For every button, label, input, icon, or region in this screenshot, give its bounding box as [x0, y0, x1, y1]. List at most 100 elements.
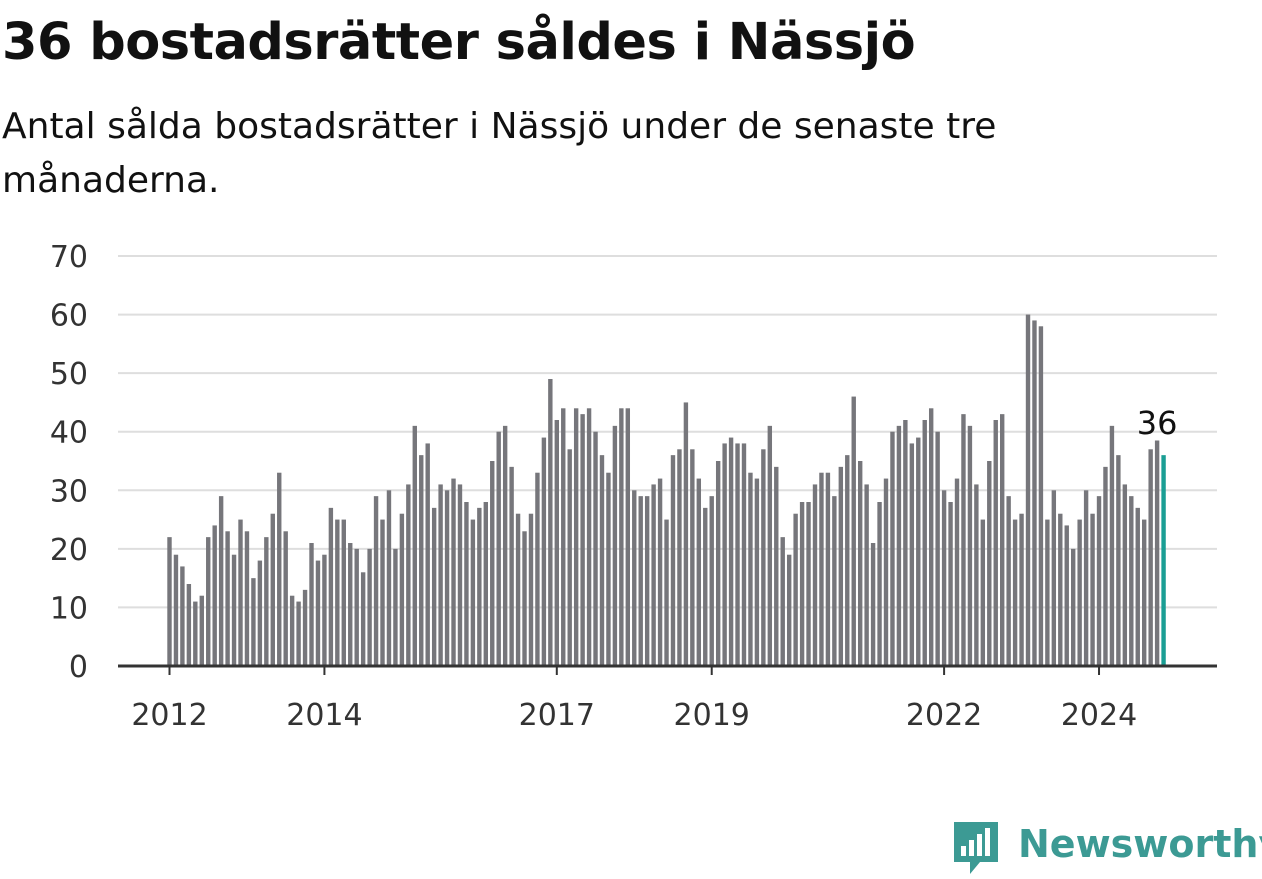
y-tick-label: 40: [50, 416, 88, 451]
bar: [664, 519, 669, 666]
bar: [464, 502, 469, 666]
bar: [528, 513, 534, 666]
bar: [632, 490, 637, 666]
bar: [360, 572, 366, 666]
bar: [561, 408, 566, 666]
newsworthy-brand: Newsworthy: [950, 818, 1262, 876]
bar: [644, 496, 650, 666]
bar: [780, 537, 785, 666]
bar: [812, 484, 818, 666]
bar: [264, 537, 269, 666]
bar: [1071, 548, 1076, 666]
bar: [728, 437, 734, 666]
bar: [709, 496, 714, 666]
bar: [1135, 507, 1140, 666]
last-value-label: 36: [1137, 404, 1178, 442]
bar: [1006, 496, 1011, 666]
bar: [1122, 484, 1128, 666]
bar: [825, 472, 831, 666]
bar: [548, 379, 553, 666]
bar: [1051, 490, 1057, 666]
bar: [599, 455, 605, 666]
bar: [335, 519, 340, 666]
bar: [251, 578, 256, 666]
bar: [625, 408, 631, 666]
bar: [793, 513, 798, 666]
bar: [419, 455, 424, 666]
bar: [483, 502, 488, 666]
bar: [593, 431, 598, 666]
bar: [586, 408, 592, 666]
bar: [1096, 496, 1102, 666]
newsworthy-logo-icon: [954, 822, 998, 874]
bar: [696, 478, 702, 666]
bar: [799, 502, 805, 666]
bar: [354, 548, 359, 666]
bar: [651, 484, 656, 666]
bar: [406, 484, 411, 666]
bar: [1000, 414, 1005, 666]
bar: [212, 525, 217, 666]
bar: [257, 560, 263, 666]
bar: [735, 443, 740, 666]
bar: [851, 396, 856, 666]
bar: [916, 437, 921, 666]
bar: [928, 408, 934, 666]
x-tick-label: 2014: [286, 698, 362, 733]
bar: [457, 484, 463, 666]
bar: [1025, 314, 1031, 666]
bar: [1154, 440, 1160, 666]
bar: [967, 425, 973, 666]
bar: [373, 496, 379, 666]
bar: [515, 513, 521, 666]
bar: [877, 502, 882, 666]
bar: [1148, 449, 1153, 666]
bar: [218, 496, 224, 666]
x-tick-label: 2019: [674, 698, 750, 733]
bar: [961, 414, 966, 666]
bar: [451, 478, 456, 666]
bar: [502, 425, 508, 666]
bar: [715, 461, 721, 666]
bar: [1161, 455, 1166, 666]
bar: [522, 531, 527, 666]
bar: [845, 455, 850, 666]
bar: [470, 519, 476, 666]
bar: [567, 449, 572, 666]
bar: [193, 601, 198, 666]
bar: [1045, 519, 1050, 666]
bar: [832, 496, 837, 666]
y-tick-label: 10: [50, 591, 88, 626]
bar: [1083, 490, 1089, 666]
bar: [1109, 425, 1115, 666]
bar: [993, 420, 998, 666]
bar: [231, 554, 237, 666]
bar: [477, 507, 482, 666]
bar: [206, 537, 211, 666]
bar: [309, 543, 314, 666]
bar: [767, 425, 773, 666]
bar: [554, 420, 559, 666]
bar: [509, 466, 514, 666]
bar: [922, 420, 927, 666]
bar: [748, 472, 753, 666]
bar: [890, 431, 895, 666]
bar: [741, 443, 747, 666]
bar: [367, 548, 372, 666]
bar: [883, 478, 889, 666]
bar: [870, 543, 876, 666]
bar: [954, 478, 960, 666]
bar: [690, 449, 695, 666]
bar: [948, 502, 953, 666]
x-tick-label: 2012: [131, 698, 207, 733]
bar: [761, 449, 766, 666]
y-tick-label: 0: [69, 650, 88, 685]
bar: [199, 595, 204, 666]
bar: [677, 449, 682, 666]
y-tick-label: 70: [50, 240, 88, 275]
brand-name: Newsworthy: [1018, 822, 1262, 866]
bar: [754, 478, 760, 666]
bar: [774, 466, 779, 666]
bar: [1038, 326, 1044, 666]
bar: [896, 425, 902, 666]
